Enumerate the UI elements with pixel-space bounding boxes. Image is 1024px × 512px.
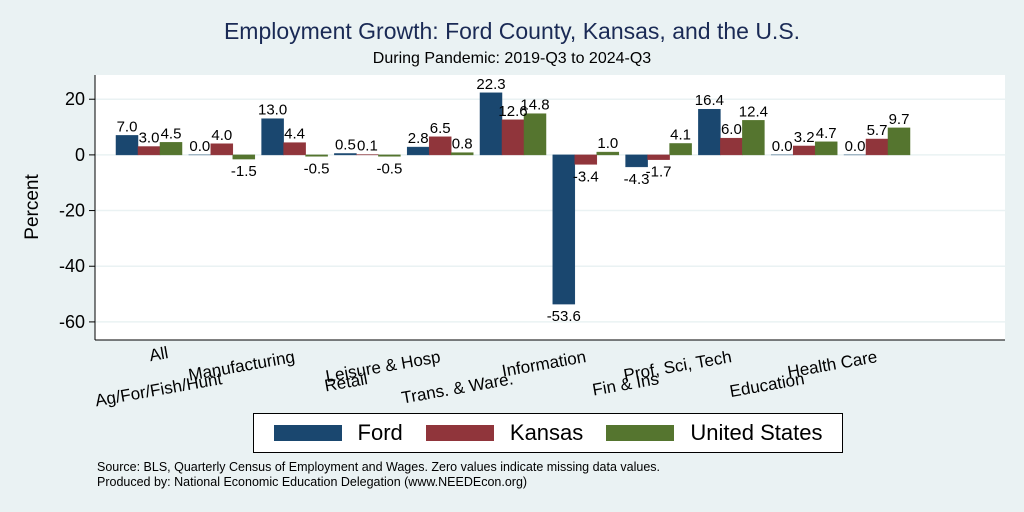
value-label-kansas-education: 3.2 — [794, 129, 815, 146]
bar-united-states-information — [596, 151, 620, 156]
bar-united-states-prof-sci-tech — [742, 120, 765, 156]
value-label-kansas-leisure-hosp: 6.5 — [430, 120, 451, 137]
bar-kansas-health-care — [865, 138, 889, 156]
bar-ford-manufacturing — [261, 118, 284, 156]
bar-kansas-leisure-hosp — [428, 136, 452, 156]
y-tick-label: -40 — [59, 256, 85, 276]
legend-swatch-kansas — [425, 425, 494, 441]
bar-kansas-ag-for-fish-hunt — [210, 143, 234, 156]
x-tick-label-prof-sci-tech: Prof, Sci, Tech — [622, 347, 733, 385]
value-label-united-states-all: 4.5 — [161, 125, 182, 142]
x-tick-label-all: All — [148, 343, 170, 365]
value-label-kansas-health-care: 5.7 — [867, 122, 888, 139]
x-tick-label-trans-ware: Trans. & Ware. — [400, 369, 515, 407]
value-label-kansas-ag-for-fish-hunt: 4.0 — [211, 127, 232, 144]
value-label-ford-manufacturing: 13.0 — [258, 102, 287, 119]
x-tick-label-health-care: Health Care — [786, 347, 879, 381]
bar-kansas-fin-ins — [647, 154, 670, 160]
value-label-kansas-trans-ware: 12.6 — [498, 103, 527, 120]
legend-label-kansas: Kansas — [509, 420, 584, 445]
x-tick-label-manufacturing: Manufacturing — [187, 347, 296, 384]
value-label-united-states-fin-ins: 4.1 — [670, 126, 691, 143]
value-label-ford-health-care: 0.0 — [845, 138, 866, 155]
bar-kansas-manufacturing — [283, 142, 306, 156]
value-label-kansas-manufacturing: 4.4 — [284, 126, 305, 143]
bar-united-states-retail — [378, 154, 401, 157]
y-tick-label: 20 — [65, 89, 85, 109]
value-label-ford-all: 7.0 — [117, 118, 138, 135]
chart-subtitle: During Pandemic: 2019-Q3 to 2024-Q3 — [372, 50, 652, 67]
value-label-united-states-trans-ware: 14.8 — [520, 97, 549, 114]
value-label-ford-prof-sci-tech: 16.4 — [695, 92, 724, 109]
y-tick-label: 0 — [75, 145, 85, 165]
footer: Source: BLS, Quarterly Census of Employm… — [97, 460, 660, 490]
bar-united-states-education — [814, 141, 838, 156]
legend-item-kansas: Kansas — [425, 420, 584, 446]
y-tick-label: -60 — [59, 312, 85, 332]
bar-ford-prof-sci-tech — [698, 108, 721, 156]
bar-kansas-all — [137, 146, 161, 156]
value-label-ford-leisure-hosp: 2.8 — [408, 130, 429, 147]
value-label-united-states-prof-sci-tech: 12.4 — [739, 103, 768, 120]
legend-label-united-states: United States — [690, 420, 823, 445]
produced-by-note: Produced by: National Economic Education… — [97, 475, 528, 489]
value-label-united-states-ag-for-fish-hunt: -1.5 — [231, 163, 257, 180]
value-label-ford-trans-ware: 22.3 — [476, 76, 505, 93]
bar-ford-information — [552, 154, 576, 305]
bar-kansas-prof-sci-tech — [720, 137, 743, 156]
legend-swatch-ford — [273, 425, 342, 441]
bar-united-states-fin-ins — [669, 143, 692, 156]
value-label-ford-education: 0.0 — [772, 138, 793, 155]
plot-area — [95, 75, 1005, 340]
bar-united-states-leisure-hosp — [450, 152, 474, 156]
value-label-united-states-health-care: 9.7 — [889, 111, 910, 128]
value-label-kansas-fin-ins: -1.7 — [646, 164, 672, 181]
bar-ford-leisure-hosp — [406, 146, 430, 156]
value-labels: 7.03.0 4.50.04.0-1.513.04.4-0.50.5 0.1-0.5… — [117, 76, 910, 325]
value-label-united-states-information: 1.0 — [597, 135, 618, 152]
legend-label-ford: Ford — [357, 420, 403, 445]
value-label-kansas-prof-sci-tech: 6.0 — [721, 121, 742, 138]
value-label-united-states-manufacturing: -0.5 — [304, 160, 330, 177]
bars — [115, 92, 911, 305]
bar-kansas-education — [792, 145, 816, 156]
value-label-ford-information: -53.6 — [547, 308, 581, 325]
x-tick-label-leisure-hosp: Leisure & Hosp — [324, 347, 442, 386]
bar-united-states-trans-ware — [523, 113, 547, 156]
bar-ford-all — [115, 135, 139, 156]
value-label-united-states-retail: -0.5 — [376, 160, 402, 177]
value-label-ford-fin-ins: -4.3 — [624, 171, 650, 188]
x-tick-label-information: Information — [500, 347, 587, 380]
y-axis-label: Percent — [22, 174, 43, 240]
source-note: Source: BLS, Quarterly Census of Employm… — [97, 460, 661, 474]
y-ticks: 20 0 -20 -40 -60 — [59, 89, 95, 332]
bar-united-states-manufacturing — [305, 154, 328, 157]
bar-kansas-information — [574, 154, 598, 165]
legend: Ford Kansas United States — [253, 413, 843, 453]
legend-swatch-united-states — [606, 425, 675, 441]
bar-united-states-all — [159, 142, 183, 156]
bar-united-states-health-care — [887, 127, 911, 156]
y-tick-label: -20 — [59, 201, 85, 221]
chart-title: Employment Growth: Ford County, Kansas, … — [223, 18, 801, 44]
bar-ford-retail — [334, 153, 357, 156]
value-label-ford-retail: 0.5 — [335, 136, 356, 153]
value-label-ford-ag-for-fish-hunt: 0.0 — [189, 138, 210, 155]
legend-item-united-states: United States — [606, 420, 822, 446]
legend-item-ford: Ford — [273, 420, 403, 446]
value-label-kansas-information: -3.4 — [573, 168, 599, 185]
bar-united-states-ag-for-fish-hunt — [232, 154, 256, 160]
value-label-kansas-all: 3.0 — [139, 130, 160, 147]
value-label-united-states-leisure-hosp: 0.8 — [452, 136, 473, 153]
bar-ford-fin-ins — [625, 154, 648, 168]
value-label-kansas-retail: 0.1 — [357, 138, 378, 155]
value-label-united-states-education: 4.7 — [816, 125, 837, 142]
bar-kansas-trans-ware — [501, 119, 525, 156]
